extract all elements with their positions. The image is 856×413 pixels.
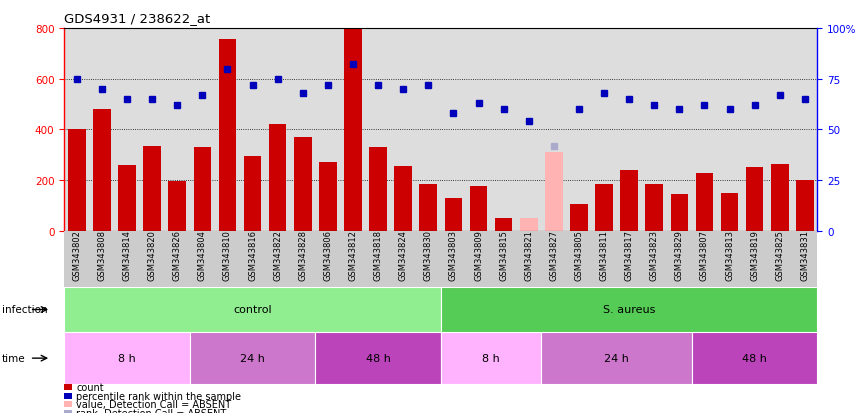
Text: 8 h: 8 h — [118, 353, 136, 363]
Bar — [419, 185, 437, 231]
Bar — [570, 205, 588, 231]
Bar — [495, 218, 513, 231]
Bar — [545, 153, 562, 231]
Bar — [746, 168, 764, 231]
Text: rank, Detection Call = ABSENT: rank, Detection Call = ABSENT — [76, 408, 227, 413]
Bar — [595, 185, 613, 231]
Bar — [470, 187, 487, 231]
Bar — [670, 195, 688, 231]
Text: 24 h: 24 h — [604, 353, 629, 363]
Bar — [444, 198, 462, 231]
Bar — [319, 163, 336, 231]
Text: time: time — [2, 353, 26, 363]
Bar — [771, 164, 788, 231]
Text: 24 h: 24 h — [240, 353, 265, 363]
Bar — [269, 125, 287, 231]
Bar — [369, 148, 387, 231]
Bar — [315, 332, 441, 384]
Bar — [169, 182, 186, 231]
Bar — [118, 166, 136, 231]
Bar — [218, 40, 236, 231]
Bar — [294, 138, 312, 231]
Bar — [64, 287, 441, 332]
Text: percentile rank within the sample: percentile rank within the sample — [76, 391, 241, 401]
Bar — [93, 110, 110, 231]
Text: S. aureus: S. aureus — [603, 305, 656, 315]
Bar — [344, 29, 362, 231]
Text: 8 h: 8 h — [482, 353, 500, 363]
Bar — [193, 148, 211, 231]
Bar — [645, 185, 663, 231]
Text: GDS4931 / 238622_at: GDS4931 / 238622_at — [64, 12, 211, 25]
Text: control: control — [233, 305, 272, 315]
Text: count: count — [76, 382, 104, 392]
Text: 48 h: 48 h — [366, 353, 390, 363]
Text: 48 h: 48 h — [742, 353, 767, 363]
Bar — [143, 147, 161, 231]
Bar — [541, 332, 692, 384]
Bar — [395, 167, 412, 231]
Text: infection: infection — [2, 305, 47, 315]
Bar — [64, 332, 190, 384]
Text: value, Detection Call = ABSENT: value, Detection Call = ABSENT — [76, 399, 231, 409]
Bar — [520, 218, 538, 231]
Bar — [796, 180, 814, 231]
Bar — [692, 332, 817, 384]
Bar — [244, 157, 261, 231]
Bar — [696, 173, 713, 231]
Bar — [621, 171, 638, 231]
Bar — [441, 332, 541, 384]
Bar — [441, 287, 817, 332]
Bar — [68, 130, 86, 231]
Bar — [190, 332, 315, 384]
Bar — [721, 193, 739, 231]
